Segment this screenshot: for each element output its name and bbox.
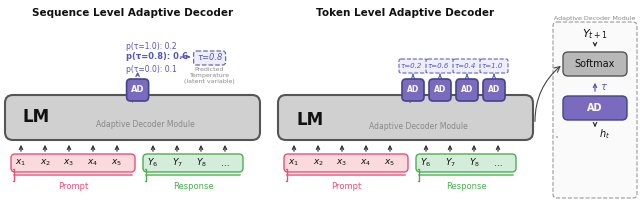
- Text: Prompt: Prompt: [58, 182, 88, 191]
- Text: $Y_6$: $Y_6$: [147, 157, 159, 169]
- Text: $Y_6$: $Y_6$: [420, 157, 431, 169]
- Text: Adaptive Decoder Module: Adaptive Decoder Module: [554, 16, 636, 21]
- Text: Adaptive Decoder Module: Adaptive Decoder Module: [369, 122, 468, 131]
- FancyBboxPatch shape: [553, 22, 637, 198]
- FancyBboxPatch shape: [563, 52, 627, 76]
- Text: (latent variable): (latent variable): [184, 79, 235, 84]
- Text: $Y_{t+1}$: $Y_{t+1}$: [582, 27, 608, 41]
- Text: $x_5$: $x_5$: [111, 158, 122, 168]
- FancyBboxPatch shape: [563, 96, 627, 120]
- Text: AD: AD: [461, 86, 473, 95]
- FancyBboxPatch shape: [278, 95, 533, 140]
- FancyBboxPatch shape: [11, 154, 135, 172]
- Text: AD: AD: [488, 86, 500, 95]
- FancyBboxPatch shape: [456, 79, 478, 101]
- Text: AD: AD: [131, 86, 145, 95]
- FancyBboxPatch shape: [483, 79, 505, 101]
- Text: τ=1.0: τ=1.0: [481, 63, 502, 69]
- FancyBboxPatch shape: [480, 59, 508, 73]
- Text: τ=0.2: τ=0.2: [400, 63, 422, 69]
- Text: τ: τ: [600, 82, 606, 92]
- Text: AD: AD: [588, 103, 603, 113]
- Text: ...: ...: [221, 159, 229, 167]
- Text: $h_t$: $h_t$: [599, 127, 610, 141]
- Text: $Y_7$: $Y_7$: [172, 157, 182, 169]
- Text: AD: AD: [407, 86, 419, 95]
- Text: $Y_8$: $Y_8$: [468, 157, 479, 169]
- FancyBboxPatch shape: [453, 59, 481, 73]
- Text: τ=0.8: τ=0.8: [197, 54, 222, 62]
- Text: $x_1$: $x_1$: [289, 158, 300, 168]
- FancyBboxPatch shape: [193, 51, 226, 65]
- FancyBboxPatch shape: [429, 79, 451, 101]
- Text: Prompt: Prompt: [331, 182, 361, 191]
- Text: τ=0.6: τ=0.6: [428, 63, 449, 69]
- Text: Response: Response: [173, 182, 213, 191]
- FancyBboxPatch shape: [127, 79, 148, 101]
- Text: AD: AD: [434, 86, 446, 95]
- Text: Predicted: Predicted: [195, 67, 225, 72]
- Text: LM: LM: [296, 111, 323, 129]
- FancyBboxPatch shape: [416, 154, 516, 172]
- Text: $x_2$: $x_2$: [312, 158, 323, 168]
- FancyBboxPatch shape: [426, 59, 454, 73]
- Text: Sequence Level Adaptive Decoder: Sequence Level Adaptive Decoder: [32, 8, 233, 18]
- Text: Adaptive Decoder Module: Adaptive Decoder Module: [96, 120, 195, 129]
- Text: Response: Response: [445, 182, 486, 191]
- FancyBboxPatch shape: [284, 154, 408, 172]
- Text: $x_5$: $x_5$: [385, 158, 396, 168]
- FancyBboxPatch shape: [5, 95, 260, 140]
- Text: $x_4$: $x_4$: [360, 158, 372, 168]
- Text: $x_2$: $x_2$: [40, 158, 51, 168]
- Text: p(τ=0.8): 0.6: p(τ=0.8): 0.6: [125, 52, 188, 61]
- Text: Token Level Adaptive Decoder: Token Level Adaptive Decoder: [316, 8, 495, 18]
- FancyBboxPatch shape: [402, 79, 424, 101]
- Text: ...: ...: [493, 159, 502, 167]
- Text: $Y_8$: $Y_8$: [195, 157, 207, 169]
- Text: p(τ=1.0): 0.2: p(τ=1.0): 0.2: [125, 42, 176, 51]
- Text: τ=0.4: τ=0.4: [454, 63, 476, 69]
- Text: Softmax: Softmax: [575, 59, 615, 69]
- Text: LM: LM: [23, 108, 50, 127]
- Text: $x_3$: $x_3$: [337, 158, 348, 168]
- Text: $Y_7$: $Y_7$: [445, 157, 456, 169]
- Text: $x_4$: $x_4$: [88, 158, 99, 168]
- Text: p(τ=0.0): 0.1: p(τ=0.0): 0.1: [125, 65, 177, 74]
- FancyBboxPatch shape: [143, 154, 243, 172]
- FancyBboxPatch shape: [399, 59, 427, 73]
- Text: $x_1$: $x_1$: [15, 158, 26, 168]
- Text: Temperature: Temperature: [189, 73, 230, 78]
- Text: $x_3$: $x_3$: [63, 158, 74, 168]
